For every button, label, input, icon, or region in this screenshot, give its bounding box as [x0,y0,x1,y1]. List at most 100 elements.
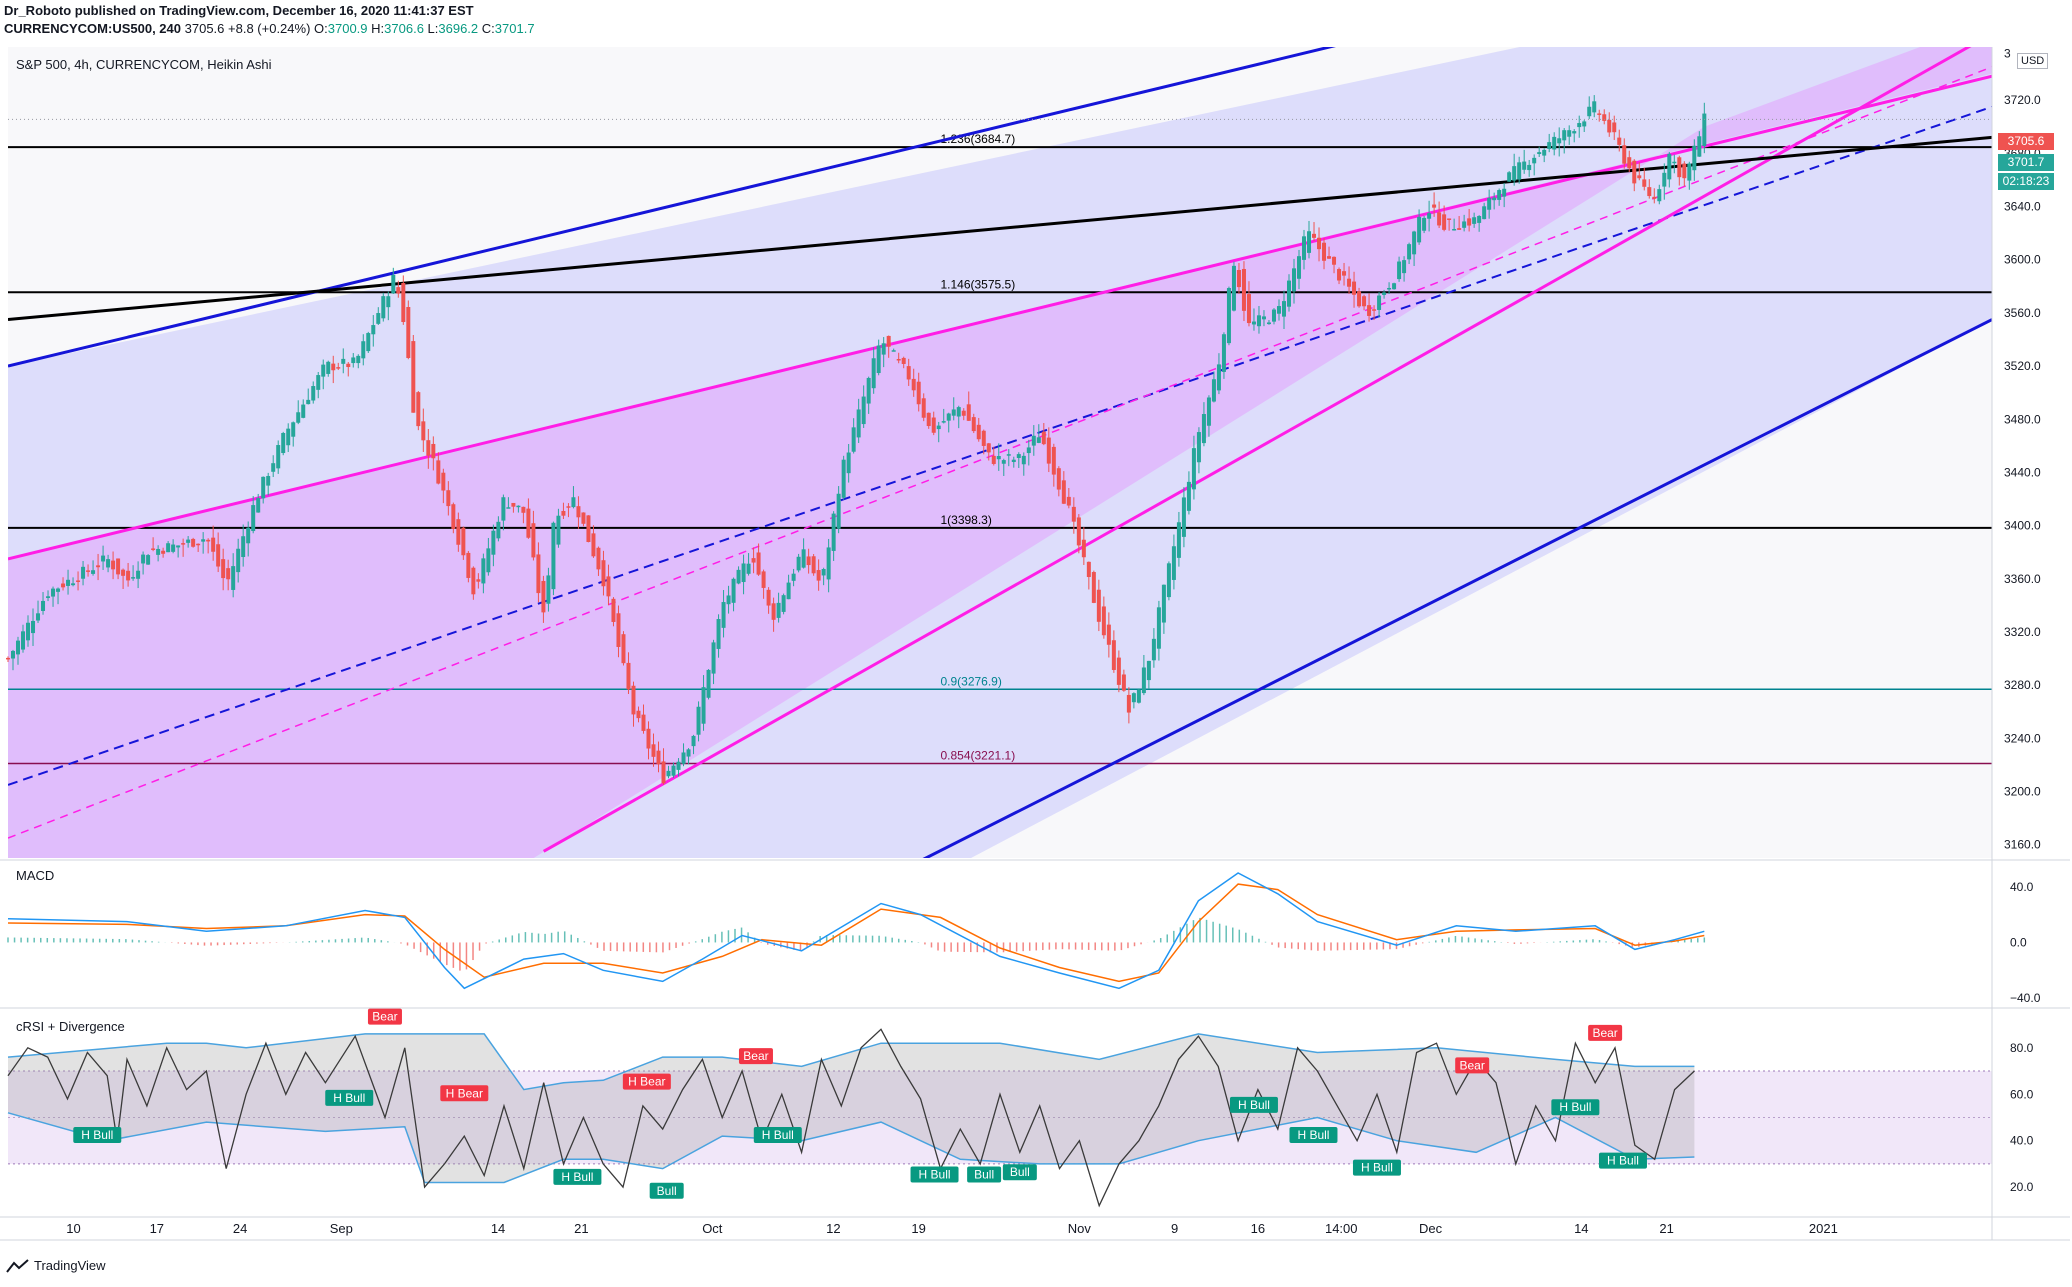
candle-body [31,620,36,634]
candle-body [91,570,96,574]
divergence-label: Bull [974,1168,994,1182]
divergence-label: H Bull [762,1128,794,1142]
macd-tick-label: 0.0 [2010,935,2027,949]
candle-body [26,622,31,641]
candle-body [461,527,466,556]
candle-body [851,427,856,452]
candle-body [1216,364,1221,391]
price-tick-label: 3160.0 [2004,838,2041,852]
close-price-tag: 3701.7 [1998,154,2054,171]
macd-signal-line [7,883,1705,983]
candle-body [911,378,916,391]
candle-body [936,425,941,430]
candle-body [396,287,401,294]
candle-body [586,515,591,543]
time-tick-label: 10 [66,1221,80,1236]
candle-body [61,583,66,588]
candle-body [761,571,766,588]
candle-body [1121,674,1126,691]
candle-body [1407,244,1412,260]
crsi-pane[interactable]: H Bull Bear H Bull H Bear H Bull H Bear Bull Be… [7,1008,1992,1208]
divergence-label: H Bull [919,1168,951,1182]
candle-body [676,761,681,770]
divergence-label: Bull [1010,1165,1030,1179]
main-price-pane[interactable]: 1.236(3684.7)1.146(3575.5)1(3398.3)0.9(3… [6,0,1992,885]
candle-body [691,735,696,747]
candle-body [1196,432,1201,463]
candle-body [1302,236,1307,260]
candle-body [531,523,536,558]
candle-body [926,412,931,427]
time-tick-label: 21 [574,1221,588,1236]
price-tick-label: 3320.0 [2004,625,2041,639]
macd-pane[interactable] [7,872,1706,990]
divergence-label-box [1352,1159,1401,1176]
black-trendline [8,135,1992,322]
currency-badge[interactable]: USD [2017,53,2049,69]
time-tick-label: Dec [1419,1221,1443,1236]
price-tick-label: 3640.0 [2004,200,2041,214]
candle-body [1507,172,1512,182]
candle-body [956,407,961,417]
divergence-label-box [1455,1057,1490,1074]
candle-body [1512,166,1517,181]
candle-body [766,589,771,606]
time-tick-label: 17 [150,1221,164,1236]
close-value: 3701.7 [494,21,535,36]
candle-body [606,576,611,597]
candle-body [1036,437,1041,443]
candle-body [256,498,261,513]
candle-body [1387,287,1392,290]
candle-body [436,460,441,484]
candle-body [1397,261,1402,280]
time-tick-label: 14:00 [1325,1221,1358,1236]
candle-body [1176,522,1181,558]
divergence-label: H Bull [333,1091,365,1105]
candle-body [81,566,86,579]
divergence-label-box [325,1089,374,1106]
candle-body [476,579,481,582]
fib-level-label: 1(3398.3) [940,513,991,527]
time-tick-label: 21 [1659,1221,1673,1236]
candle-body [1251,321,1256,325]
candle-body [1702,113,1707,147]
candle-body [976,424,981,440]
candle-body [1201,414,1206,444]
candle-body [1056,468,1061,490]
candle-body [631,685,636,715]
candle-body [216,544,221,567]
candle-body [21,631,26,650]
candle-body [101,555,106,562]
high-label: H: [371,21,385,36]
countdown-tag: 02:18:23 [1998,173,2054,190]
price-tick-label: 3200.0 [2004,785,2041,799]
candle-body [611,598,616,622]
candle-body [1452,228,1457,231]
candle-body [1427,213,1432,219]
crsi-band-upper [7,1033,1695,1091]
candle-body [1662,172,1667,187]
candle-body [131,577,136,579]
divergence-label-box [1002,1164,1037,1181]
candle-body [1502,188,1507,197]
candle-body [336,367,341,369]
divergence-label-box [73,1127,122,1144]
time-tick-label: 19 [911,1221,925,1236]
candle-body [46,596,51,598]
candle-body [916,381,921,405]
candle-body [486,548,491,573]
candle-body [986,443,991,453]
price-tick-label: 3360.0 [2004,572,2041,586]
candle-body [506,507,511,509]
candle-body [1126,694,1131,713]
candle-body [1682,163,1687,179]
divergence-label-box [649,1182,684,1199]
candle-body [1402,260,1407,274]
tradingview-logo[interactable]: TradingView [6,1258,106,1273]
candle-body [86,570,91,572]
open-label: O: [314,21,328,36]
candle-body [16,640,21,655]
candle-body [1412,231,1417,255]
candle-body [1542,149,1547,156]
candle-body [551,522,556,590]
